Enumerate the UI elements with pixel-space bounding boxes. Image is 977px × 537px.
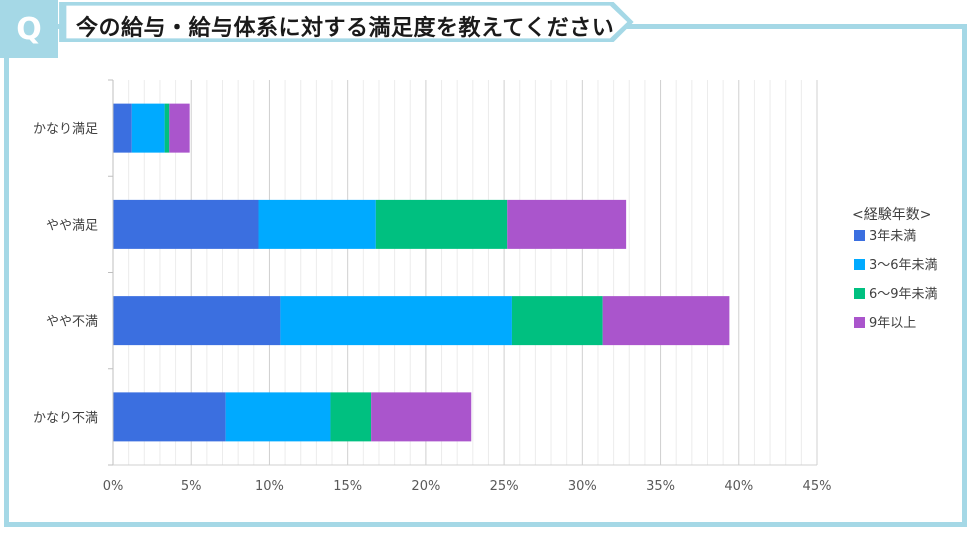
x-tick-label: 15% [333, 479, 362, 494]
legend-label: 3年未満 [869, 229, 916, 244]
x-tick-label: 20% [411, 479, 440, 494]
category-label: やや不満 [46, 315, 98, 330]
x-tick-label: 30% [568, 479, 597, 494]
x-tick-label: 40% [724, 479, 753, 494]
bar-segment [507, 199, 627, 249]
question-badge: Q [0, 0, 58, 58]
legend-label: 9年以上 [869, 316, 916, 331]
x-tick-label: 10% [255, 479, 284, 494]
category-label: かなり不満 [33, 411, 98, 426]
bar-segment [225, 392, 331, 442]
legend-label: 3〜6年未満 [869, 258, 938, 273]
bar-segment [131, 103, 165, 153]
bar-segment [258, 199, 376, 249]
x-tick-label: 45% [803, 479, 832, 494]
page-title: 今の給与・給与体系に対する満足度を教えてください [76, 16, 615, 41]
question-header: Q 今の給与・給与体系に対する満足度を教えてください [0, 0, 977, 60]
bar-segment [113, 392, 226, 442]
x-tick-label: 0% [103, 479, 124, 494]
bar-segment [330, 392, 372, 442]
bar-segment [280, 296, 512, 346]
bar-segment [113, 296, 281, 346]
category-label: かなり満足 [33, 122, 98, 137]
x-tick-label: 35% [646, 479, 675, 494]
x-tick-label: 25% [490, 479, 519, 494]
title-banner [59, 2, 634, 42]
bar-segment [169, 103, 190, 153]
legend-label: 6〜9年未満 [869, 287, 938, 302]
bar-segment [113, 199, 259, 249]
bar-segment [375, 199, 508, 249]
legend: <経験年数> 3年未満 3〜6年未満 6〜9年未満 9年以上 [852, 207, 938, 331]
bars-layer [113, 103, 730, 442]
bar-segment [371, 392, 472, 442]
x-tick-label: 5% [181, 479, 202, 494]
legend-swatch [854, 259, 865, 270]
bar-segment [113, 103, 132, 153]
legend-swatch [854, 230, 865, 241]
axis-layer: 0% 5% 10% 15% 20% 25% 30% 35% 40% 45% かなり満足やや満足やや不… [33, 79, 832, 494]
legend-swatch [854, 317, 865, 328]
bar-segment [602, 296, 730, 346]
bar-segment [511, 296, 603, 346]
legend-swatch [854, 288, 865, 299]
bar-segment [164, 103, 170, 153]
legend-title: <経験年数> [852, 207, 931, 223]
category-label: やや満足 [46, 218, 98, 233]
